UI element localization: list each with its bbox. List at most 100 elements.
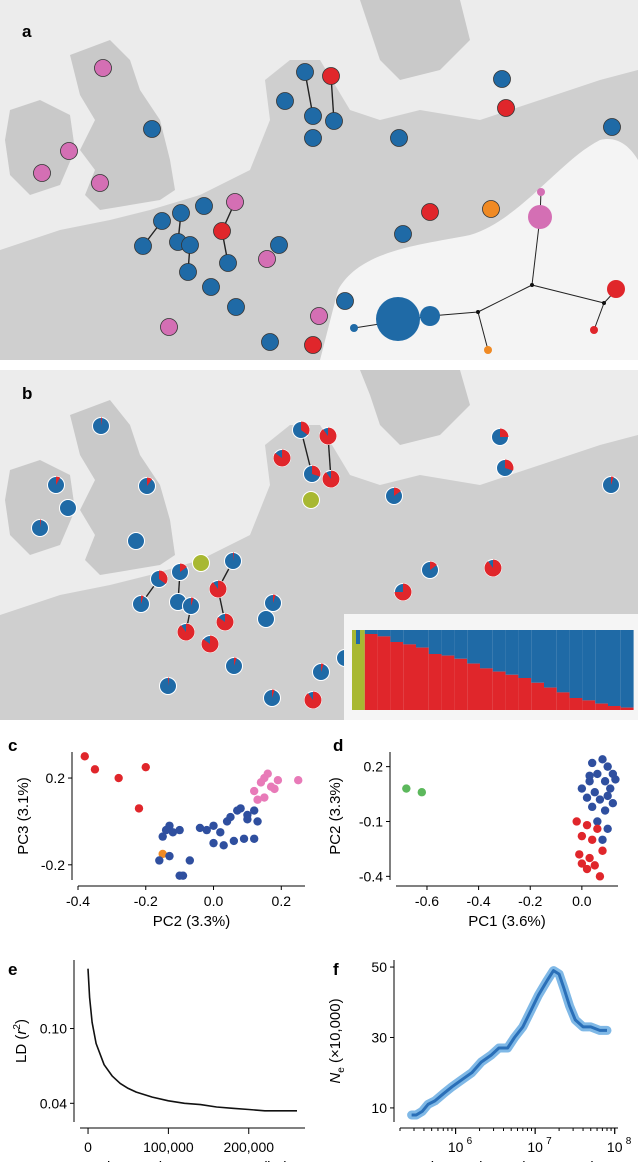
map-b-pie-red [168, 677, 170, 686]
data-point-blue_dark [600, 777, 610, 786]
data-point-blue_dark [226, 812, 235, 822]
network-node [376, 297, 420, 341]
map-a-marker-blue [261, 333, 279, 351]
pca-chart-c: -0.4 -0.2 0.0 0.2 0.2 -0.2 PC2 (3.3%) PC3 (3.1%… [15, 752, 305, 930]
admixture-bar-red [467, 663, 480, 710]
map-a-marker-blue [219, 254, 237, 272]
x-axis-label: PC1 (3.6%) [468, 913, 546, 930]
map-b-pie-blue [127, 532, 145, 550]
map-a-marker-blue [202, 278, 220, 296]
network-node [476, 310, 480, 314]
map-b-pie-red [147, 477, 152, 486]
data-point-pink_scatter [273, 776, 283, 785]
admixture-bar-red [441, 655, 455, 710]
network-node [590, 326, 598, 334]
panel-letter-b: b [22, 384, 33, 403]
data-point-red [590, 861, 599, 870]
panel-a: a [0, 0, 638, 360]
panel-b: b [0, 370, 638, 720]
map-b-pie-red [394, 583, 412, 601]
y-tick-label: -0.4 [359, 868, 383, 884]
ld-decay-chart: 0 100,000 200,000 0.10 0.04 Distance between … [12, 960, 305, 1162]
admixture-bar-red [569, 698, 583, 710]
data-point-blue_dark [178, 871, 188, 880]
map-a-marker-blue [493, 70, 511, 88]
map-b-pie-red [234, 657, 237, 666]
map-b-pie-red [177, 623, 195, 641]
data-point-blue_dark [600, 806, 610, 815]
data-point-green [402, 784, 411, 793]
admixture-bar-red [416, 647, 429, 710]
data-point-blue_dark [165, 851, 174, 861]
network-node [537, 188, 545, 196]
panel-letter-c: c [8, 736, 18, 755]
map-a-marker-red [304, 336, 322, 354]
map-b-pie-red [319, 427, 337, 445]
admixture-bar-red [390, 642, 404, 710]
data-point-blue_dark [219, 841, 228, 850]
x-tick-label: -0.4 [66, 893, 90, 909]
map-a-marker-orange [482, 200, 500, 218]
admixture-bar-red [505, 674, 519, 710]
data-point-blue_dark [155, 856, 164, 865]
map-b-pie-red [301, 421, 310, 435]
map-a-marker-blue [304, 107, 322, 125]
y-axis-label: PC3 (3.1%) [15, 777, 32, 855]
map-a-marker-blue [143, 120, 161, 138]
admixture-bar-red [531, 682, 544, 710]
data-point-blue_dark [236, 804, 245, 813]
data-point-red [577, 831, 587, 841]
admixture-bar-red [403, 644, 416, 710]
network-node [602, 301, 606, 305]
admixture-bar-red [454, 658, 468, 710]
data-point-red [141, 762, 150, 772]
admixture-bar-blue [531, 630, 544, 683]
map-b-pie-red [500, 428, 509, 437]
data-point-blue_dark [603, 824, 612, 833]
data-point-orange [158, 849, 167, 859]
map-b-pie-red [101, 417, 103, 426]
admixture-bar-blue [428, 630, 442, 654]
map-a-land-scandinavia [360, 0, 470, 80]
map-b-pie-red [272, 689, 275, 698]
admixture-bar-blue [582, 630, 596, 701]
haplotype-network [350, 188, 625, 354]
map-b-pie-red [209, 580, 227, 598]
y-tick-label: -0.2 [41, 857, 65, 873]
map-b-pie-red [321, 663, 324, 672]
y-tick-label: 0.2 [46, 770, 66, 786]
admixture-bar-blue [608, 630, 621, 706]
x-tick-label: 10 [448, 1139, 464, 1155]
x-tick-label: 0.0 [572, 893, 592, 909]
map-b-pie-red [273, 449, 291, 467]
map-b-pie-red [322, 470, 340, 488]
data-point-pink_scatter [294, 776, 303, 785]
map-a-marker-blue [134, 237, 152, 255]
map-a-marker-pink [33, 164, 51, 182]
x-tick-exponent: 7 [546, 1136, 552, 1147]
map-a [0, 0, 638, 360]
map-a-marker-red [213, 222, 231, 240]
data-point-blue_dark [161, 825, 171, 835]
map-b-pie-red [40, 519, 42, 528]
map-a-markers [33, 59, 621, 354]
admixture-bar-blue [390, 630, 404, 642]
map-b-pie-red [312, 465, 321, 477]
admixture-bar-red [620, 707, 634, 710]
map-b-pie-red [216, 613, 234, 631]
map-a-marker-blue [179, 263, 197, 281]
admixture-bar-blue [454, 630, 468, 659]
y-tick-label: 0.04 [40, 1095, 67, 1111]
y-tick-label: -0.1 [359, 813, 383, 829]
map-b-pie-red [394, 487, 401, 496]
map-a-marker-red [421, 203, 439, 221]
admixture-bar-blue [416, 630, 429, 648]
data-point-blue_dark [603, 762, 612, 771]
admixture-bar-blue [505, 630, 519, 675]
map-a-marker-pink [310, 307, 328, 325]
data-point-blue_dark [175, 825, 184, 835]
admixture-bar-red [518, 678, 532, 710]
map-a-marker-blue [270, 236, 288, 254]
data-point-blue_dark [229, 836, 239, 846]
data-point-blue_dark [608, 799, 618, 808]
